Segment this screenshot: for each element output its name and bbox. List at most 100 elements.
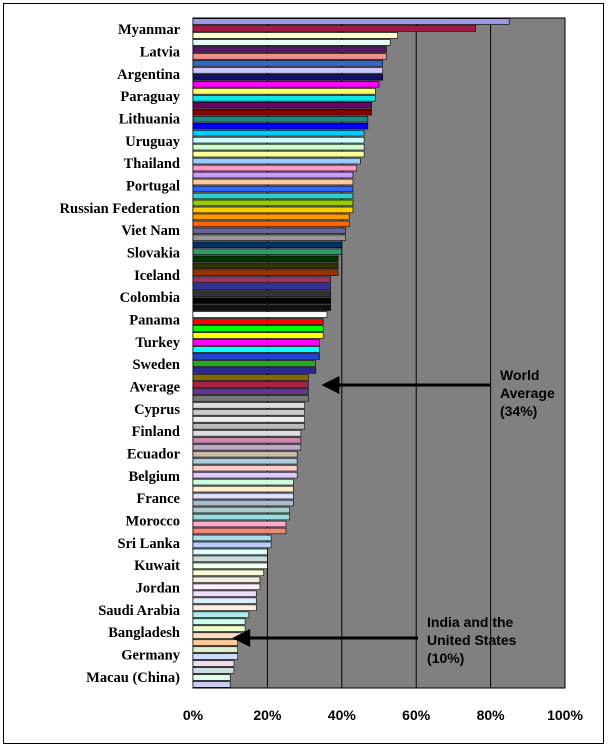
bar bbox=[192, 346, 320, 353]
x-tick-label: 100% bbox=[547, 707, 583, 723]
bar bbox=[192, 123, 369, 130]
bar bbox=[192, 527, 287, 535]
category-label: Jordan bbox=[136, 581, 180, 597]
bar bbox=[192, 129, 365, 137]
bar bbox=[192, 555, 268, 563]
category-label: Portugal bbox=[126, 179, 180, 195]
category-label: Argentina bbox=[117, 67, 181, 83]
category-label: Viet Nam bbox=[121, 223, 180, 239]
bar bbox=[192, 653, 238, 660]
category-label: Russian Federation bbox=[60, 201, 180, 217]
bar bbox=[192, 95, 376, 102]
bar bbox=[192, 53, 387, 60]
bar bbox=[192, 506, 291, 514]
bar bbox=[192, 339, 320, 346]
bar bbox=[192, 276, 331, 283]
bar bbox=[192, 304, 331, 311]
bar bbox=[192, 444, 302, 451]
bar bbox=[192, 178, 354, 186]
bar bbox=[192, 360, 317, 367]
bar bbox=[192, 625, 246, 632]
category-label: Turkey bbox=[135, 335, 180, 351]
bar bbox=[192, 241, 343, 248]
category-label: Germany bbox=[121, 648, 181, 664]
bar bbox=[192, 590, 257, 597]
bar bbox=[192, 325, 324, 332]
bar bbox=[192, 164, 357, 172]
bar bbox=[192, 332, 324, 339]
annotation-text: India and the bbox=[427, 614, 514, 630]
bar bbox=[192, 18, 510, 25]
category-label: Myanmar bbox=[118, 22, 181, 38]
category-label: Latvia bbox=[140, 45, 181, 61]
bar bbox=[192, 562, 268, 570]
x-tick-label: 80% bbox=[477, 707, 506, 723]
bar bbox=[192, 143, 365, 151]
category-label: Uruguay bbox=[125, 134, 181, 150]
bar bbox=[192, 136, 365, 144]
bar bbox=[192, 283, 331, 290]
category-label: Ecuador bbox=[127, 447, 181, 463]
chart-frame bbox=[3, 3, 604, 744]
bar bbox=[192, 290, 331, 297]
bar bbox=[192, 618, 246, 625]
bar bbox=[192, 569, 264, 577]
bar bbox=[192, 60, 384, 67]
category-label: Macau (China) bbox=[86, 670, 180, 686]
bar bbox=[192, 423, 305, 430]
bar bbox=[192, 639, 238, 646]
plot-area bbox=[192, 17, 566, 689]
bar bbox=[192, 611, 250, 618]
x-tick-label: 60% bbox=[402, 707, 431, 723]
bar bbox=[192, 25, 477, 32]
annotation-text: (34%) bbox=[500, 403, 537, 419]
bar bbox=[192, 458, 298, 465]
bar bbox=[192, 388, 309, 395]
bar bbox=[192, 381, 309, 388]
bar bbox=[192, 185, 354, 193]
bar bbox=[192, 597, 257, 604]
category-label: Thailand bbox=[124, 156, 180, 172]
bar bbox=[192, 667, 235, 674]
bar bbox=[192, 395, 309, 402]
bar bbox=[192, 150, 365, 158]
bar bbox=[192, 227, 346, 235]
bar bbox=[192, 32, 398, 39]
x-tick-label: 0% bbox=[183, 707, 204, 723]
category-label: Kuwait bbox=[134, 558, 180, 574]
bar bbox=[192, 318, 324, 325]
bar bbox=[192, 660, 235, 667]
bar bbox=[192, 269, 339, 276]
bar bbox=[192, 548, 268, 556]
bar bbox=[192, 109, 372, 116]
category-label: Slovakia bbox=[127, 246, 181, 262]
bar bbox=[192, 513, 291, 521]
category-label: Panama bbox=[129, 313, 181, 329]
category-label: Saudi Arabia bbox=[98, 603, 181, 619]
annotation-text: United States bbox=[427, 632, 517, 648]
category-label: Colombia bbox=[120, 290, 181, 306]
annotation-text: World bbox=[500, 367, 539, 383]
bar bbox=[192, 367, 317, 374]
bar bbox=[192, 88, 376, 95]
annotation-text: (10%) bbox=[427, 650, 464, 666]
bar bbox=[192, 248, 343, 255]
category-label: Sweden bbox=[132, 357, 180, 373]
category-label: Paraguay bbox=[120, 89, 180, 105]
bar bbox=[192, 374, 309, 381]
bar bbox=[192, 464, 298, 472]
bar bbox=[192, 116, 369, 123]
bar bbox=[192, 430, 302, 437]
category-label: Lithuania bbox=[119, 112, 181, 128]
bar bbox=[192, 534, 272, 542]
annotation-arrow-head bbox=[232, 629, 251, 647]
bar bbox=[192, 102, 372, 109]
bar bbox=[192, 541, 272, 549]
bar bbox=[192, 681, 231, 688]
bar bbox=[192, 471, 298, 479]
bar bbox=[192, 492, 294, 500]
bar bbox=[192, 311, 328, 318]
bar bbox=[192, 74, 384, 81]
category-label: France bbox=[137, 491, 181, 507]
bar bbox=[192, 171, 354, 179]
